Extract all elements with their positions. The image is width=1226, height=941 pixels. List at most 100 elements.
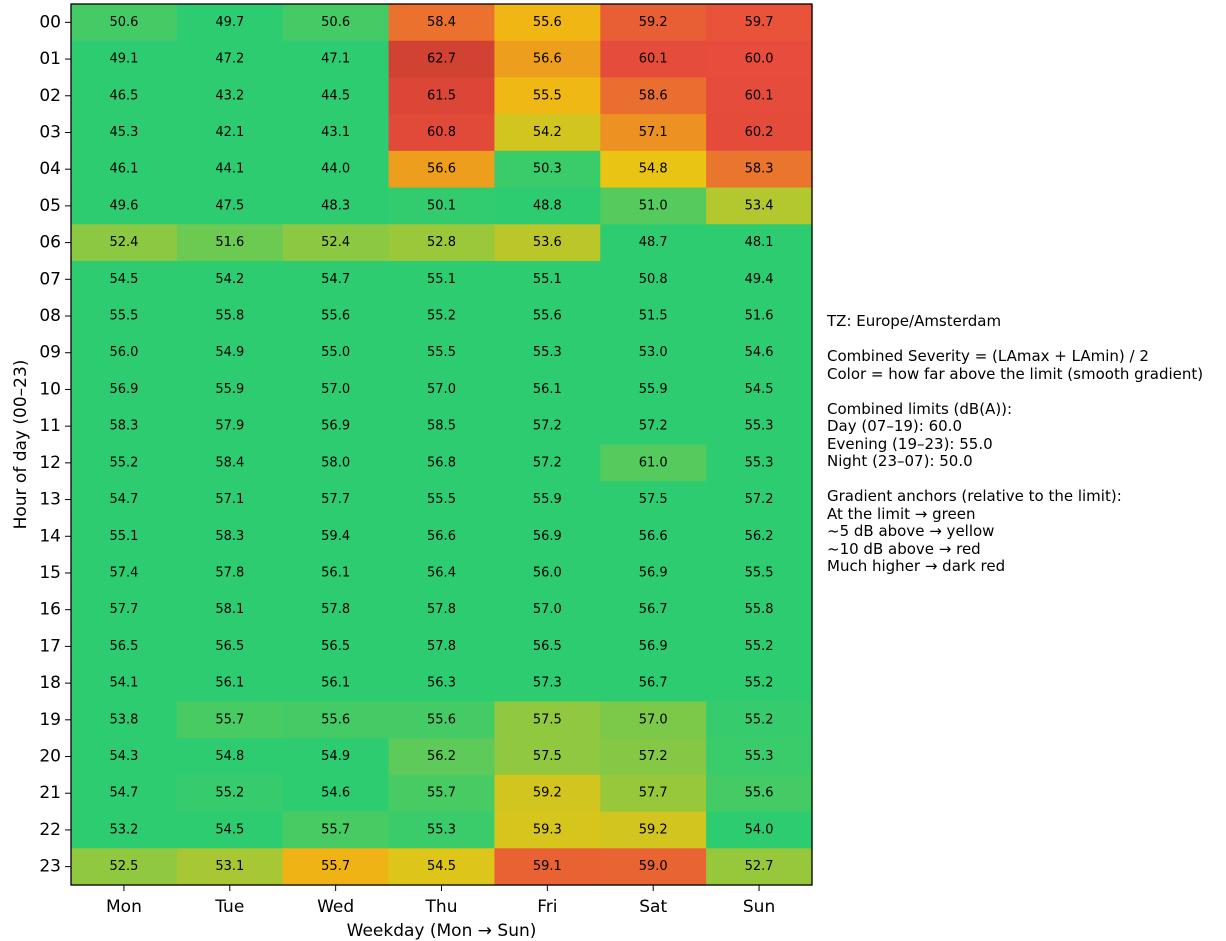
- cell-value-label: 54.7: [321, 272, 350, 287]
- cell-value-label: 54.7: [109, 492, 138, 507]
- heatmap-cell: [494, 371, 601, 409]
- cell-value-label: 57.3: [533, 676, 562, 691]
- cell-value-label: 57.4: [109, 565, 138, 580]
- heatmap-cell: [388, 334, 496, 372]
- heatmap-cell: [71, 811, 178, 849]
- heatmap-cell: [494, 664, 601, 703]
- heatmap-cell: [176, 701, 284, 739]
- cell-value-label: 55.2: [427, 309, 456, 324]
- heatmap-cell: [71, 554, 178, 592]
- heatmap-cell: [600, 774, 707, 813]
- cell-value-label: 53.2: [109, 822, 138, 837]
- cell-value-label: 55.1: [109, 529, 138, 544]
- cell-value-label: 48.7: [639, 235, 668, 250]
- heatmap-cell: [388, 701, 496, 739]
- heatmap-cell: [494, 738, 601, 776]
- heatmap-cell: [600, 848, 707, 886]
- cell-value-label: 57.2: [639, 419, 668, 434]
- cell-value-label: 62.7: [427, 52, 456, 67]
- heatmap-cell: [176, 297, 284, 335]
- cell-value-label: 55.3: [533, 345, 562, 360]
- cell-value-label: 55.9: [639, 382, 668, 397]
- cell-value-label: 55.9: [215, 382, 244, 397]
- heatmap-cell: [71, 517, 178, 556]
- cell-value-label: 56.0: [109, 345, 138, 360]
- cell-value-label: 55.9: [533, 492, 562, 507]
- heatmap-cell: [600, 738, 707, 776]
- cell-value-label: 54.5: [215, 822, 244, 837]
- heatmap-cell: [388, 150, 496, 189]
- heatmap-cell: [494, 187, 601, 225]
- cell-value-label: 43.1: [321, 125, 350, 140]
- heatmap-cell: [388, 371, 496, 409]
- heatmap-cell: [494, 481, 601, 519]
- cell-value-label: 50.1: [427, 198, 456, 213]
- heatmap-cell: [600, 481, 707, 519]
- heatmap-cell: [600, 40, 707, 79]
- cell-value-label: 55.2: [109, 455, 138, 470]
- heatmap-cell: [282, 4, 390, 42]
- heatmap-cell: [176, 407, 284, 446]
- cell-value-label: 57.5: [533, 749, 562, 764]
- heatmap-cell: [388, 591, 496, 629]
- heatmap-cell: [176, 774, 284, 813]
- heatmap-cell: [600, 371, 707, 409]
- cell-value-label: 57.9: [215, 419, 244, 434]
- heatmap-cell: [706, 664, 813, 703]
- y-tick-label: 11: [39, 416, 61, 436]
- heatmap-cells: [71, 4, 813, 886]
- y-tick-label: 07: [39, 269, 61, 289]
- y-tick-label: 15: [39, 563, 61, 583]
- cell-value-label: 56.7: [639, 676, 668, 691]
- heatmap-cell: [706, 407, 813, 446]
- heatmap-cell: [494, 260, 601, 299]
- y-tick-label: 13: [39, 490, 61, 510]
- cell-value-label: 55.5: [427, 492, 456, 507]
- cell-value-label: 43.2: [215, 88, 244, 103]
- cell-value-label: 55.3: [745, 749, 774, 764]
- heatmap-cell: [388, 848, 496, 886]
- cell-value-label: 56.6: [427, 162, 456, 177]
- cell-value-label: 57.7: [321, 492, 350, 507]
- cell-value-label: 54.6: [321, 786, 350, 801]
- heatmap-cell: [71, 774, 178, 813]
- heatmap-cell: [176, 664, 284, 703]
- cell-value-label: 55.2: [745, 639, 774, 654]
- cell-value-label: 52.4: [109, 235, 138, 250]
- heatmap-cell: [282, 114, 390, 152]
- heatmap-cell: [282, 591, 390, 629]
- cell-value-label: 57.8: [215, 565, 244, 580]
- cell-value-label: 57.8: [427, 639, 456, 654]
- cell-value-label: 55.7: [321, 822, 350, 837]
- heatmap-cell: [494, 4, 601, 42]
- heatmap-cell: [600, 334, 707, 372]
- cell-value-label: 55.2: [745, 676, 774, 691]
- cell-value-label: 57.7: [109, 602, 138, 617]
- heatmap-cell: [282, 40, 390, 79]
- cell-value-label: 53.6: [533, 235, 562, 250]
- cell-value-label: 58.5: [427, 419, 456, 434]
- cell-value-label: 57.2: [533, 419, 562, 434]
- cell-value-label: 44.0: [321, 162, 350, 177]
- cell-value-label: 55.6: [321, 712, 350, 727]
- heatmap-cell: [71, 187, 178, 225]
- heatmap-cell: [494, 701, 601, 739]
- y-tick-label: 12: [39, 453, 61, 473]
- heatmap-cell: [176, 77, 284, 115]
- heatmap-cell: [706, 481, 813, 519]
- x-tick-label: Thu: [425, 897, 458, 917]
- heatmap-cell: [176, 150, 284, 189]
- cell-value-label: 45.3: [109, 125, 138, 140]
- heatmap-cell: [600, 444, 707, 482]
- cell-value-label: 54.9: [215, 345, 244, 360]
- cell-value-label: 58.0: [321, 455, 350, 470]
- y-tick-label: 23: [39, 857, 61, 877]
- cell-value-label: 49.4: [745, 272, 774, 287]
- cell-value-label: 48.8: [533, 198, 562, 213]
- heatmap-cell: [706, 114, 813, 152]
- heatmap-cell: [388, 297, 496, 335]
- cell-value-label: 58.1: [215, 602, 244, 617]
- cell-value-label: 51.0: [639, 198, 668, 213]
- heatmap-cell: [706, 554, 813, 592]
- cell-value-label: 56.9: [533, 529, 562, 544]
